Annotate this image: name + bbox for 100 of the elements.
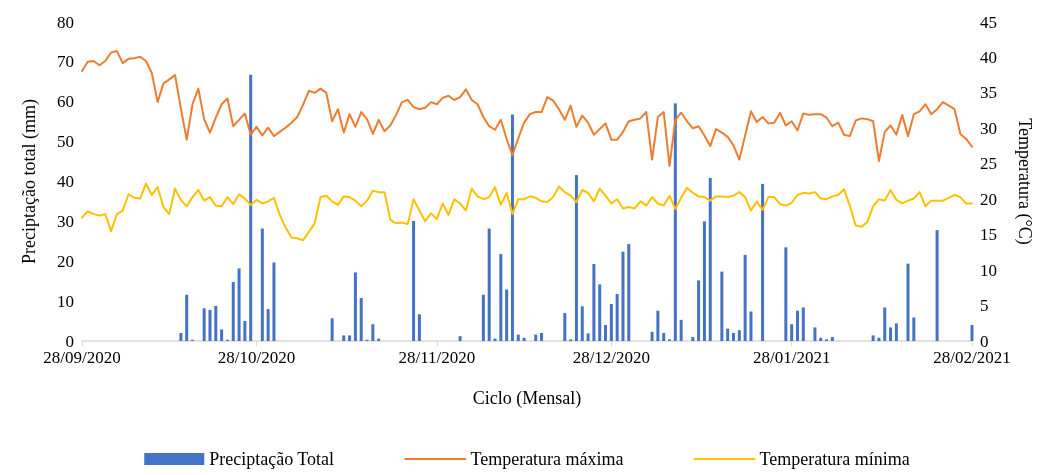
legend-label: Temperatura mínima — [759, 449, 910, 469]
bar — [819, 337, 823, 341]
bar — [609, 303, 613, 341]
y-tick-label: 0 — [65, 331, 74, 351]
bar — [516, 334, 520, 341]
y-axis-title: Preciptação total (mm) — [19, 99, 40, 264]
x-tick-label: 28/11/2020 — [398, 348, 476, 367]
bar — [487, 228, 491, 341]
bar — [702, 221, 706, 341]
bar — [621, 251, 625, 341]
bar — [871, 335, 875, 341]
y-tick-label: 50 — [57, 132, 74, 152]
x-tick-label: 28/02/2021 — [933, 348, 1011, 367]
line-series — [81, 182, 973, 242]
y-tick-label: 80 — [57, 12, 74, 32]
y2-tick-label: 35 — [980, 83, 997, 103]
bar — [272, 262, 276, 341]
bar — [830, 337, 834, 341]
y2-tick-label: 40 — [980, 47, 997, 67]
y2-tick-label: 10 — [980, 260, 997, 280]
bar — [202, 308, 206, 341]
bar — [720, 271, 724, 341]
bar — [906, 263, 910, 341]
bar — [342, 335, 346, 341]
bar — [743, 254, 747, 341]
bar — [540, 333, 544, 341]
bar — [185, 294, 189, 341]
bar — [894, 323, 898, 341]
line-series — [81, 50, 973, 167]
y2-tick-label: 0 — [980, 331, 989, 351]
bar — [417, 314, 421, 341]
bar — [877, 337, 881, 341]
y-tick-label: 60 — [57, 92, 74, 112]
bar — [231, 281, 235, 341]
y2-tick-label: 15 — [980, 225, 997, 245]
bar — [598, 284, 602, 341]
bar — [749, 311, 753, 341]
bar — [604, 325, 608, 341]
bar — [656, 310, 660, 341]
bar — [499, 254, 503, 341]
bar — [801, 307, 805, 341]
y-tick-label: 40 — [57, 172, 74, 191]
x-tick-label: 28/01/2021 — [752, 348, 831, 367]
bar — [179, 333, 183, 341]
bar — [627, 244, 631, 341]
bar — [784, 247, 788, 341]
bar — [813, 327, 817, 341]
legend-label: Preciptação Total — [209, 449, 335, 469]
x-tick-label: 28/12/2020 — [572, 348, 651, 367]
bar — [697, 280, 701, 341]
bar — [249, 74, 253, 341]
bar — [970, 325, 974, 341]
bar — [505, 289, 509, 341]
bar — [883, 307, 887, 341]
bar — [208, 309, 212, 341]
bar — [790, 324, 794, 341]
x-axis-title: Ciclo (Mensal) — [472, 388, 582, 409]
bar — [481, 294, 485, 341]
bar — [353, 272, 357, 341]
bar — [266, 309, 270, 341]
y-tick-label: 30 — [57, 211, 74, 231]
y-tick-label: 20 — [57, 251, 74, 271]
bar — [708, 177, 712, 341]
y2-tick-label: 45 — [980, 12, 997, 32]
legend-label: Temperatura máxima — [470, 449, 624, 469]
bar — [732, 333, 735, 341]
bar — [889, 327, 893, 341]
y2-tick-label: 25 — [980, 154, 997, 174]
bar — [795, 310, 799, 341]
bar — [592, 264, 596, 341]
bar — [371, 324, 375, 341]
bar — [935, 230, 939, 341]
bar — [522, 337, 526, 341]
y-tick-label: 70 — [57, 52, 74, 72]
bar — [574, 175, 578, 341]
y2-tick-label: 20 — [980, 189, 997, 209]
bar — [330, 318, 334, 341]
x-tick-label: 28/09/2020 — [43, 348, 121, 367]
bar — [615, 293, 619, 341]
bar — [348, 335, 352, 341]
bar — [359, 297, 363, 341]
bar — [580, 306, 584, 341]
bar — [726, 328, 730, 341]
y2-tick-label: 5 — [980, 296, 989, 316]
y2-axis-title: Temperatura (°C) — [1014, 118, 1035, 245]
bar — [679, 319, 683, 341]
bar — [761, 183, 765, 341]
y-tick-label: 10 — [57, 291, 74, 311]
bar — [214, 305, 218, 341]
bar — [534, 334, 538, 341]
bar — [260, 228, 264, 341]
bar — [673, 103, 677, 341]
bar — [662, 333, 666, 341]
x-tick-label: 28/10/2020 — [217, 348, 296, 367]
bar — [412, 220, 416, 341]
bar — [220, 329, 224, 341]
bar — [912, 317, 916, 341]
y2-tick-label: 30 — [980, 118, 997, 138]
bar — [510, 114, 514, 341]
bar — [243, 321, 247, 341]
